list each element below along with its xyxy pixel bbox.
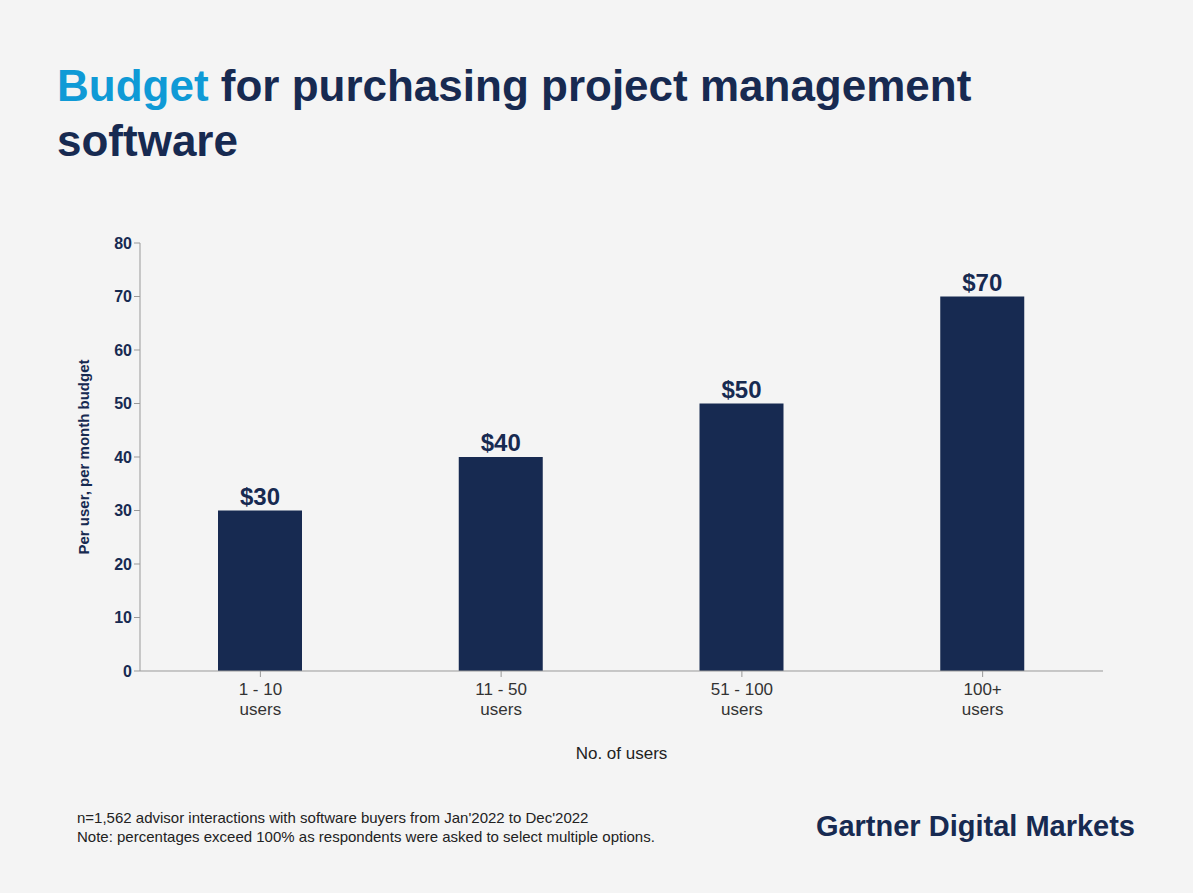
svg-text:$30: $30: [240, 483, 280, 510]
svg-text:50: 50: [114, 395, 132, 412]
svg-text:Per user, per month budget: Per user, per month budget: [75, 359, 92, 554]
html-text:n=1,562 advisor interactions w: n=1,562 advisor interactions with softwa…: [77, 809, 589, 826]
svg-text:No. of users: No. of users: [576, 744, 668, 763]
svg-text:10: 10: [114, 609, 132, 626]
svg-text:0: 0: [123, 663, 132, 680]
html-text:Budget for purchasing project: Budget for purchasing project management…: [57, 61, 972, 165]
svg-text:60: 60: [114, 342, 132, 359]
svg-text:51 - 100users: 51 - 100users: [711, 680, 773, 719]
svg-text:40: 40: [114, 449, 132, 466]
svg-text:1 - 10users: 1 - 10users: [239, 680, 282, 719]
svg-text:100+users: 100+users: [962, 680, 1004, 719]
svg-text:$50: $50: [721, 376, 761, 403]
html-text:Gartner Digital Markets: Gartner Digital Markets: [815, 810, 1135, 842]
html-text:Note: percentages exceed 100%: Note: percentages exceed 100% as respond…: [77, 828, 655, 845]
svg-text:$70: $70: [962, 269, 1002, 296]
svg-text:$40: $40: [481, 429, 521, 456]
svg-text:70: 70: [114, 288, 132, 305]
svg-text:11 - 50users: 11 - 50users: [475, 680, 527, 719]
svg-text:20: 20: [114, 556, 132, 573]
svg-text:30: 30: [114, 502, 132, 519]
svg-text:80: 80: [114, 235, 132, 252]
